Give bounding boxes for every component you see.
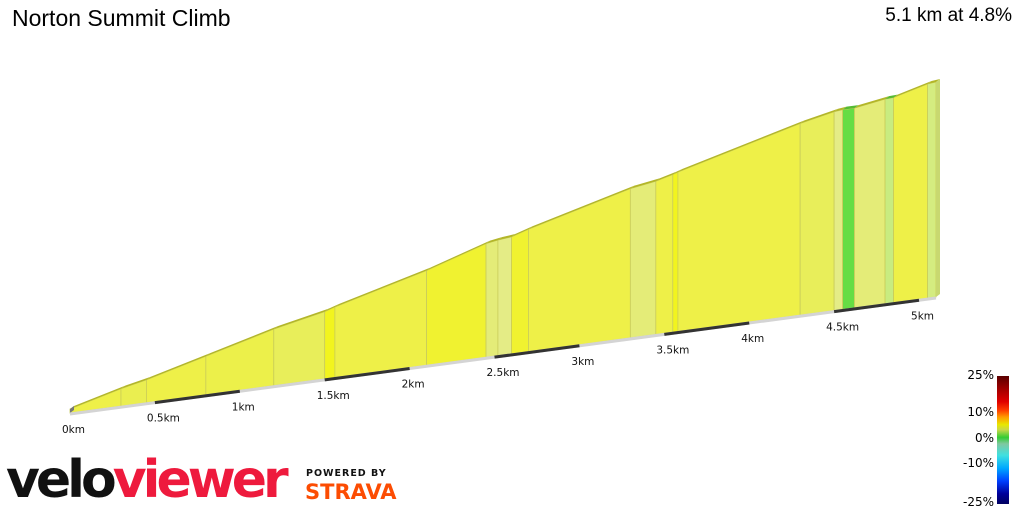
distance-tick-label: 0km <box>62 424 85 436</box>
gradient-segment <box>334 269 427 378</box>
segment-top-edge <box>273 308 329 330</box>
gradient-segment <box>854 98 886 309</box>
distance-tick-label: 0.5km <box>147 413 180 425</box>
distance-tick-label: 2km <box>402 379 425 391</box>
gradient-segment <box>884 97 894 305</box>
km-band <box>833 298 920 314</box>
segment-top-edge <box>528 185 635 230</box>
gradient-segment <box>842 107 855 310</box>
distance-tick-label: 4km <box>741 333 764 345</box>
segment-top-edge <box>672 169 682 175</box>
gradient-segment <box>324 306 336 380</box>
segment-top-edge <box>655 171 677 182</box>
strava-logo[interactable]: STRAVA <box>305 480 397 504</box>
distance-axis <box>69 296 937 416</box>
logo-velo: velo <box>6 450 117 510</box>
logo-viewer: viewer <box>112 450 289 510</box>
segment-top-edge <box>800 108 839 124</box>
gradient-color-scale <box>997 376 1009 504</box>
legend-label-0: 0% <box>974 431 994 445</box>
veloviewer-logo[interactable]: veloviewer <box>6 450 289 510</box>
legend-label-neg25: -25% <box>962 495 994 509</box>
segment-top-edge <box>677 120 805 173</box>
gradient-segment <box>629 180 657 339</box>
segment-top-edge <box>146 353 210 380</box>
distance-tick-label: 3.5km <box>656 344 689 356</box>
segment-top-edge <box>426 240 491 271</box>
km-band <box>324 367 410 382</box>
gradient-segment <box>511 228 529 355</box>
powered-by-label: POWERED BY <box>306 468 387 479</box>
gradient-segment <box>655 173 674 335</box>
km-band <box>664 321 750 336</box>
gradient-segments <box>69 81 937 414</box>
gradient-segment <box>677 122 801 333</box>
segment-top-edge <box>205 326 278 357</box>
segment-top-edge <box>927 79 940 85</box>
climb-title: Norton Summit Climb <box>12 5 231 31</box>
km-band <box>494 344 580 359</box>
distance-tick-label: 2.5km <box>487 367 520 379</box>
gradient-segment <box>485 239 499 358</box>
km-band <box>154 389 241 405</box>
gradient-segment <box>833 109 844 312</box>
segment-top-edge <box>511 226 533 237</box>
distance-tick-label: 4.5km <box>826 322 859 334</box>
gradient-segment <box>205 328 275 396</box>
gradient-legend: 25% 10% 0% -10% -25% <box>934 368 1024 512</box>
gradient-segment <box>273 311 326 387</box>
gradient-segment <box>497 236 512 357</box>
gradient-segment <box>426 243 487 366</box>
segment-top-edge <box>893 81 932 98</box>
profile-top-edge <box>70 79 940 413</box>
segment-top-edge <box>854 96 890 109</box>
legend-label-neg10: -10% <box>962 456 994 470</box>
segment-top-edge <box>885 94 898 100</box>
gradient-segment <box>927 81 937 299</box>
distance-tick-labels: 0km 0.5km 1km 1.5km 2km 2.5km 3km 3.5km 4km 4.5km… <box>62 310 934 436</box>
segment-top-edge <box>834 106 847 112</box>
legend-label-10: 10% <box>967 405 994 419</box>
gradient-segment <box>799 111 835 316</box>
segment-top-edge <box>324 303 339 312</box>
segment-top-edge <box>120 376 151 389</box>
gradient-segment <box>672 171 679 333</box>
distance-tick-label: 1.5km <box>317 390 350 402</box>
legend-label-25: 25% <box>967 368 994 382</box>
segment-top-edge <box>486 237 502 244</box>
segment-top-edge <box>497 233 516 241</box>
segment-top-edge <box>842 105 859 110</box>
climb-summary: 5.1 km at 4.8% <box>885 5 1012 26</box>
segment-top-edge <box>70 385 125 409</box>
distance-tick-label: 3km <box>571 356 594 368</box>
segment-top-edge <box>630 178 660 189</box>
distance-tick-label: 5km <box>911 310 934 322</box>
gradient-segment <box>528 188 631 353</box>
distance-tick-label: 1km <box>232 401 255 413</box>
gradient-segment <box>893 83 928 304</box>
segment-top-edge <box>334 267 431 307</box>
